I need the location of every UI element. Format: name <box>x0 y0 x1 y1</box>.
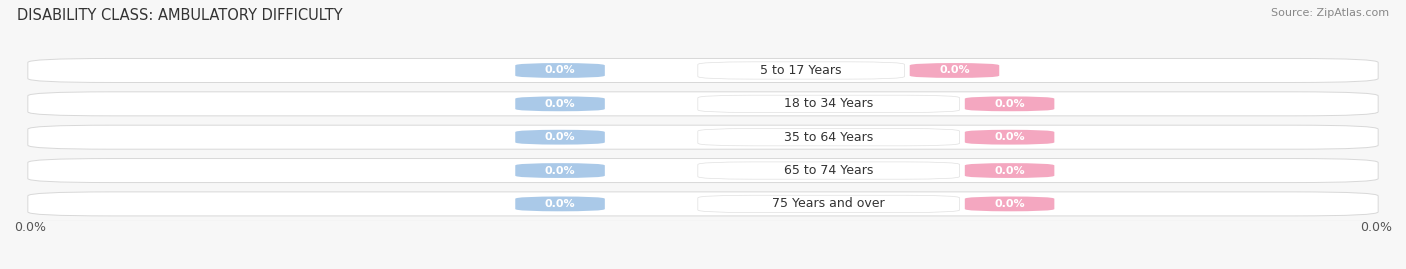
FancyBboxPatch shape <box>965 130 1054 145</box>
FancyBboxPatch shape <box>697 62 904 79</box>
Text: 0.0%: 0.0% <box>544 165 575 176</box>
Text: DISABILITY CLASS: AMBULATORY DIFFICULTY: DISABILITY CLASS: AMBULATORY DIFFICULTY <box>17 8 343 23</box>
Text: 35 to 64 Years: 35 to 64 Years <box>785 131 873 144</box>
FancyBboxPatch shape <box>515 196 605 211</box>
FancyBboxPatch shape <box>697 195 960 213</box>
FancyBboxPatch shape <box>965 196 1054 211</box>
FancyBboxPatch shape <box>910 63 1000 78</box>
FancyBboxPatch shape <box>28 192 1378 216</box>
Text: 0.0%: 0.0% <box>544 99 575 109</box>
Text: 0.0%: 0.0% <box>544 199 575 209</box>
FancyBboxPatch shape <box>515 63 605 78</box>
FancyBboxPatch shape <box>515 96 605 111</box>
FancyBboxPatch shape <box>697 129 960 146</box>
Text: 18 to 34 Years: 18 to 34 Years <box>785 97 873 110</box>
Text: 0.0%: 0.0% <box>544 65 575 76</box>
Text: 0.0%: 0.0% <box>1360 221 1392 233</box>
Text: 0.0%: 0.0% <box>994 199 1025 209</box>
FancyBboxPatch shape <box>28 125 1378 149</box>
Text: 75 Years and over: 75 Years and over <box>772 197 884 210</box>
Text: 0.0%: 0.0% <box>994 99 1025 109</box>
FancyBboxPatch shape <box>28 92 1378 116</box>
Text: 0.0%: 0.0% <box>994 165 1025 176</box>
FancyBboxPatch shape <box>697 95 960 112</box>
Text: 65 to 74 Years: 65 to 74 Years <box>785 164 873 177</box>
FancyBboxPatch shape <box>28 58 1378 83</box>
Text: 5 to 17 Years: 5 to 17 Years <box>761 64 842 77</box>
Text: 0.0%: 0.0% <box>544 132 575 142</box>
FancyBboxPatch shape <box>515 130 605 145</box>
FancyBboxPatch shape <box>965 163 1054 178</box>
Text: 0.0%: 0.0% <box>939 65 970 76</box>
FancyBboxPatch shape <box>28 158 1378 183</box>
FancyBboxPatch shape <box>965 96 1054 111</box>
Text: Source: ZipAtlas.com: Source: ZipAtlas.com <box>1271 8 1389 18</box>
FancyBboxPatch shape <box>515 163 605 178</box>
Text: 0.0%: 0.0% <box>14 221 46 233</box>
FancyBboxPatch shape <box>697 162 960 179</box>
Text: 0.0%: 0.0% <box>994 132 1025 142</box>
